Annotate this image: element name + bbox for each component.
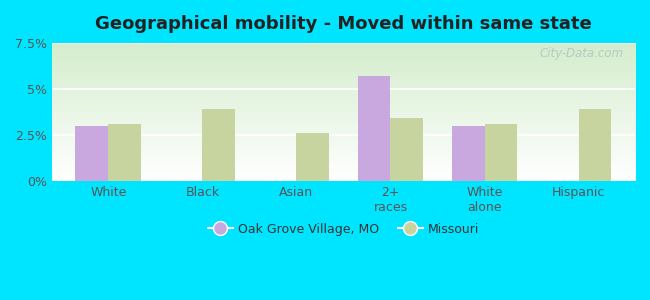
Bar <box>202 109 235 181</box>
Bar <box>109 124 141 181</box>
Bar <box>358 76 391 181</box>
Bar <box>296 133 330 181</box>
Bar <box>484 124 517 181</box>
Text: City-Data.com: City-Data.com <box>540 47 623 60</box>
Bar <box>391 118 423 181</box>
Bar <box>75 126 109 181</box>
Bar <box>452 126 484 181</box>
Title: Geographical mobility - Moved within same state: Geographical mobility - Moved within sam… <box>95 15 592 33</box>
Bar <box>578 109 612 181</box>
Legend: Oak Grove Village, MO, Missouri: Oak Grove Village, MO, Missouri <box>203 218 484 241</box>
